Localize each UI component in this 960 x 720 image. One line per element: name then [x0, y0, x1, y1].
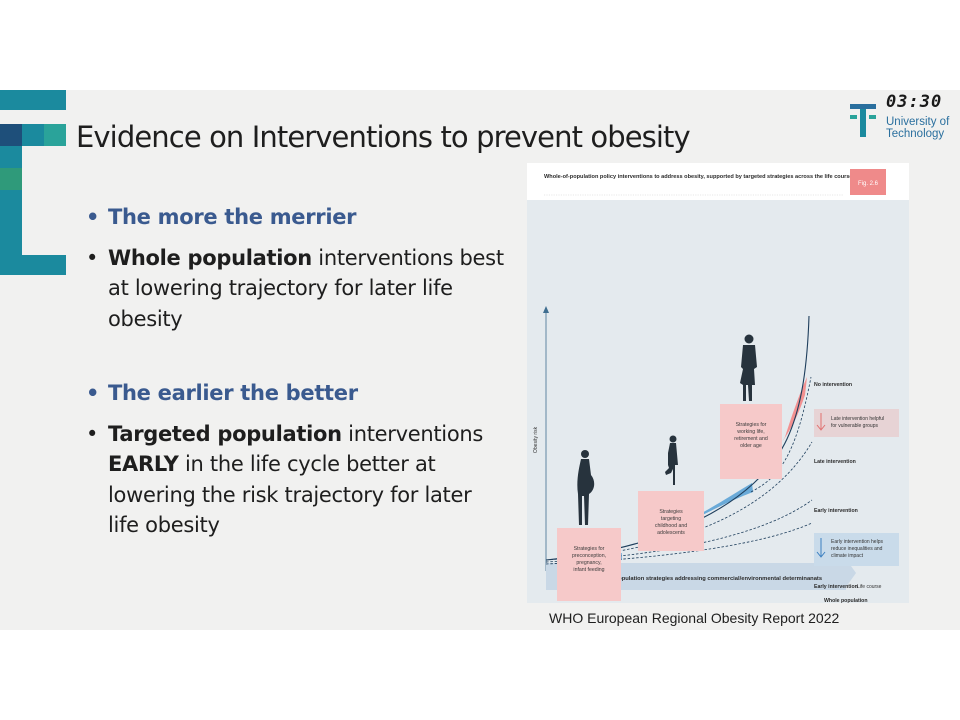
adult-woman-silhouette-icon	[740, 334, 757, 401]
pregnant-woman-silhouette-icon	[577, 450, 595, 525]
figure-header-line-1: Whole-of-population policy interventions…	[544, 174, 853, 180]
curve-label-late-intervention: Late intervention	[814, 459, 856, 465]
university-logo	[848, 100, 960, 144]
logo-line-2: Technology	[886, 128, 945, 140]
fig-label: Fig. 2.6	[858, 181, 879, 187]
logo-text: University of Technology	[886, 116, 949, 140]
down-arrow-red-icon	[816, 413, 826, 431]
early-note-text: Early intervention helps reduce inequalit…	[831, 539, 883, 559]
late-intervention-curve	[750, 376, 812, 493]
strategy-box-1-label: Strategies for preconception, pregnancy, in…	[572, 546, 606, 573]
early-note-box	[814, 533, 899, 566]
x-axis-label: Life course	[857, 584, 882, 590]
strategy-box-3: Strategies for working life, retirement an…	[720, 404, 782, 479]
curve-label-no-intervention: No intervention	[814, 382, 852, 388]
curve-label-early-intervention-2: Early intervention	[814, 584, 858, 590]
strategy-box-1: Strategies for preconception, pregnancy, in…	[557, 528, 621, 601]
obesity-intervention-figure: Whole-of-population policy interventions…	[527, 163, 909, 603]
fig-label-box	[850, 169, 886, 195]
bullet-earlier-better: The earlier the better	[86, 378, 506, 409]
y-axis-arrow-icon	[543, 306, 549, 313]
decorative-block-graphic	[0, 90, 66, 275]
slide-title: Evidence on Interventions to prevent obe…	[76, 120, 691, 154]
early-intervention-curve-1	[545, 441, 813, 561]
child-silhouette-icon	[665, 435, 678, 485]
clock-readout: 03:30	[886, 92, 943, 112]
late-note-text: Late intervention helpful for vulnerable …	[831, 416, 884, 429]
strategy-box-2: Strategies targeting childhood and adolesce…	[638, 491, 704, 551]
figure-caption: WHO European Regional Obesity Report 202…	[549, 610, 840, 626]
bottom-band-label: Whole-of-population strategies addressin…	[588, 576, 822, 582]
slide: Evidence on Interventions to prevent obe…	[0, 90, 960, 630]
down-arrow-blue-icon	[816, 538, 826, 558]
curve-label-whole-population: Whole population	[824, 598, 868, 603]
strategy-box-2-label: Strategies targeting childhood and adolesce…	[655, 509, 687, 536]
y-axis-label: Obesity risk	[533, 426, 539, 453]
bullet-targeted-population: Targeted population interventions EARLY …	[86, 419, 506, 541]
late-note-box	[814, 409, 899, 437]
late-shade	[782, 377, 807, 442]
curve-label-early-intervention-1: Early intervention	[814, 508, 858, 514]
logo-mark-icon	[850, 104, 876, 137]
bullet-more-merrier: The more the merrier	[86, 202, 506, 233]
strategy-box-3-label: Strategies for working life, retirement an…	[734, 422, 768, 449]
logo-line-1: University of	[886, 116, 950, 128]
bullet-list: The more the merrier Whole population in…	[86, 202, 506, 541]
bullet-whole-population: Whole population interventions best at l…	[86, 243, 506, 335]
